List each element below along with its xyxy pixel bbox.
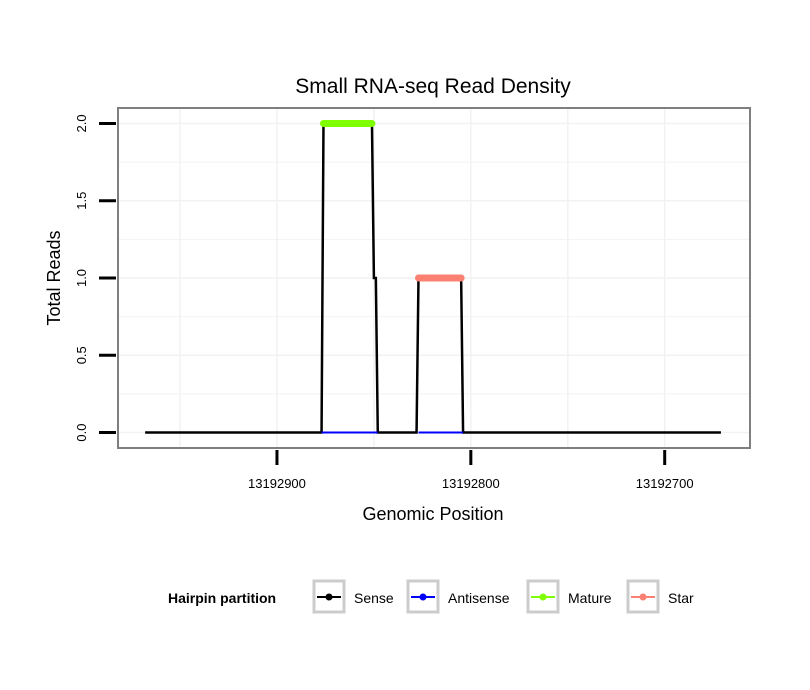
legend-title: Hairpin partition <box>168 590 276 606</box>
series-sense <box>145 122 721 434</box>
y-axis-label: Total Reads <box>44 230 64 325</box>
y-tick-label: 0.0 <box>74 424 89 442</box>
plot-border <box>117 107 751 449</box>
legend-label-star: Star <box>668 590 694 606</box>
legend-dot-mature <box>539 593 547 601</box>
legend-dot-antisense <box>419 593 427 601</box>
legend: Hairpin partition Sense Antisense Mature St… <box>168 579 694 614</box>
y-tick-label: 1.0 <box>74 269 89 287</box>
x-tick-label: 13192800 <box>442 476 500 491</box>
series-marks <box>145 119 721 434</box>
y-tick-label: 1.5 <box>74 192 89 210</box>
chart-title: Small RNA-seq Read Density <box>295 75 571 98</box>
y-tick-label: 0.5 <box>74 346 89 364</box>
legend-dot-star <box>639 593 647 601</box>
legend-dot-sense <box>325 593 333 601</box>
x-tick-label: 13192700 <box>636 476 694 491</box>
x-tick-label: 13192900 <box>248 476 306 491</box>
axes: 0.0 0.5 1.0 1.5 2.0 13192900 13192800 13192700 <box>74 114 694 491</box>
legend-label-sense: Sense <box>354 590 394 606</box>
legend-label-antisense: Antisense <box>448 590 510 606</box>
x-axis-label: Genomic Position <box>362 504 503 524</box>
y-tick-label: 2.0 <box>74 114 89 132</box>
legend-key-mature <box>526 579 560 614</box>
legend-label-mature: Mature <box>568 590 612 606</box>
